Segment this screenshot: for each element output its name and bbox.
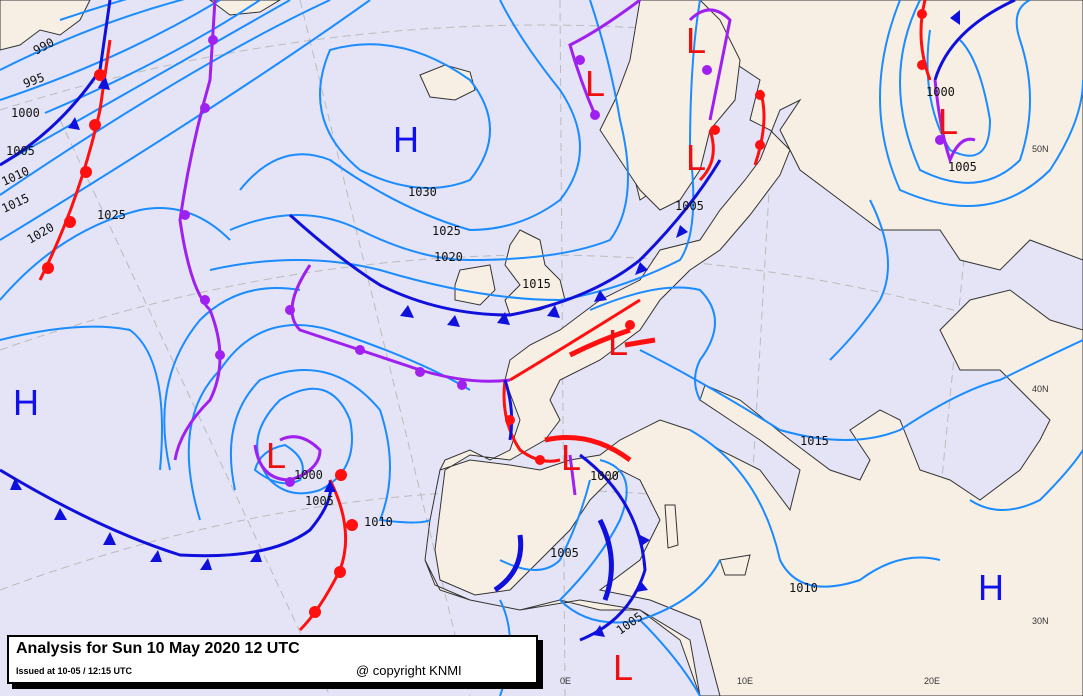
occluded-front <box>173 0 222 461</box>
issued-time: Issued at 10-05 / 12:15 UTC <box>16 666 133 676</box>
pressure-centers: H H H L L L L L L L L <box>13 20 1004 688</box>
cold-front <box>493 534 524 593</box>
cold-front <box>933 0 1016 81</box>
high-center: H <box>978 567 1004 608</box>
isobar-label: 1000 <box>294 468 323 482</box>
iceland-greenland-east <box>209 0 281 16</box>
copyright: @ copyright KNMI <box>356 663 462 678</box>
isobar-label: 1000 <box>590 469 619 483</box>
cold-front <box>0 468 333 558</box>
isobar-label: 1005 <box>305 494 334 508</box>
isobar-label: 1000 <box>11 106 40 120</box>
isobar-label: 1025 <box>432 224 461 238</box>
high-center: H <box>13 382 39 423</box>
front-symbols <box>10 9 960 637</box>
occluded-front <box>688 8 732 121</box>
low-center: L <box>608 322 628 363</box>
isobar-label: 1005 <box>6 144 35 158</box>
isobar-label: 1030 <box>408 185 437 199</box>
isobar-label: 1015 <box>522 277 551 291</box>
lat-label: 30N <box>1032 616 1049 626</box>
isobar-label: 1005 <box>675 199 704 213</box>
isobar-label: 1005 <box>948 160 977 174</box>
lat-label: 40N <box>1032 384 1049 394</box>
low-center: L <box>266 435 286 476</box>
isobar-label: 1010 <box>789 581 818 595</box>
warm-front <box>568 327 631 358</box>
occluded-front <box>933 79 976 165</box>
lon-label: 20E <box>924 676 940 686</box>
isobar-label: 1005 <box>550 546 579 560</box>
warm-front <box>698 129 715 182</box>
occluded-front <box>568 454 577 496</box>
lon-label: 0E <box>560 676 571 686</box>
greenland <box>0 0 91 51</box>
low-center: L <box>938 101 958 142</box>
cold-front <box>579 453 647 642</box>
low-center: L <box>613 647 633 688</box>
lat-label: 50N <box>1032 144 1049 154</box>
low-center: L <box>561 437 581 478</box>
cold-front <box>503 379 514 441</box>
occluded-front <box>253 435 322 482</box>
warm-front <box>919 0 932 81</box>
lon-label: 10E <box>737 676 753 686</box>
warm-front <box>544 435 632 463</box>
grid-labels: 50N 40N 30N 0E 10E 20E <box>560 144 1049 686</box>
title-box: Analysis for Sun 10 May 2020 12 UTC Issu… <box>7 635 538 684</box>
isobar-label: 1025 <box>97 208 126 222</box>
sicily <box>719 554 751 576</box>
cold-front <box>597 518 614 601</box>
isobar-label: 1015 <box>800 434 829 448</box>
high-center: H <box>393 119 419 160</box>
isobar-label: 1020 <box>434 250 463 264</box>
isobar-label: 1000 <box>926 85 955 99</box>
cold-front <box>288 159 722 317</box>
low-center: L <box>686 137 706 178</box>
isobar-label: 1010 <box>364 515 393 529</box>
low-center: L <box>585 63 605 104</box>
low-center: L <box>686 20 706 61</box>
occluded-front <box>568 0 641 116</box>
corsica-sardinia <box>664 504 679 549</box>
map-title: Analysis for Sun 10 May 2020 12 UTC <box>16 640 300 657</box>
europe <box>424 0 1083 696</box>
isobar-label: 995 <box>21 70 46 91</box>
warm-front <box>509 298 641 382</box>
warm-front <box>502 379 561 463</box>
warm-front <box>624 337 656 348</box>
